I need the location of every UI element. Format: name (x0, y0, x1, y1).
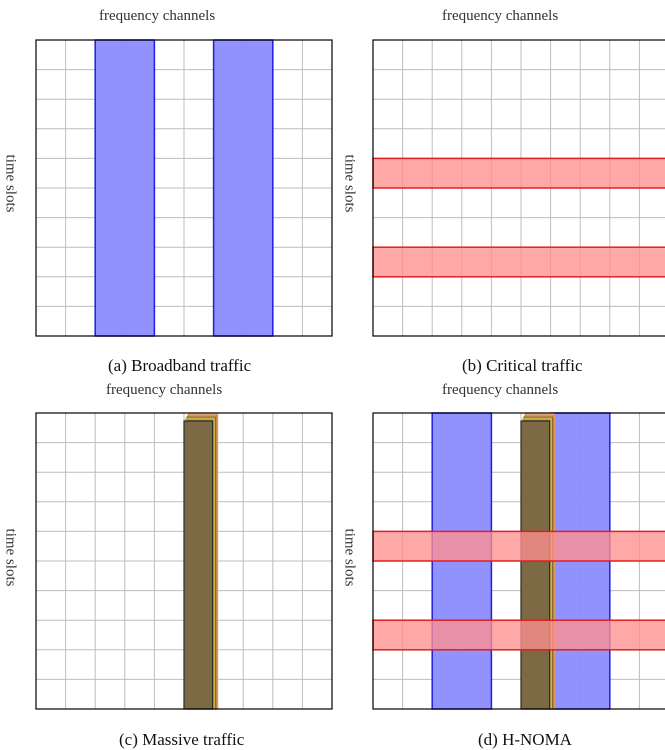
grid-frame (372, 412, 665, 710)
caption-d: (d) H-NOMA (478, 730, 572, 749)
grid-frame (372, 39, 665, 337)
broadband-block (212, 39, 274, 337)
grid-panel-b (372, 39, 665, 337)
critical-block (372, 246, 665, 278)
x-axis-label: frequency channels (99, 8, 216, 24)
massive-block (520, 420, 551, 710)
grid-frame (35, 39, 333, 337)
x-axis-label: frequency channels (442, 8, 559, 24)
broadband-block (94, 39, 156, 337)
y-axis-label: time slots (341, 154, 358, 213)
y-axis-label: time slots (341, 528, 358, 587)
caption-c: (c) Massive traffic (119, 730, 245, 749)
grid-panel-d (372, 412, 665, 710)
critical-block (372, 157, 665, 189)
critical-block (372, 530, 665, 562)
x-axis-label: frequency channels (106, 382, 223, 398)
caption-a: (a) Broadband traffic (108, 356, 252, 375)
grid-panel-a (35, 39, 333, 337)
massive-block (183, 420, 214, 710)
grid-panel-c (35, 412, 333, 710)
x-axis-label: frequency channels (442, 382, 559, 398)
critical-block (372, 619, 665, 651)
y-axis-label: time slots (2, 528, 19, 587)
caption-b: (b) Critical traffic (462, 356, 583, 375)
grid-frame (35, 412, 333, 710)
y-axis-label: time slots (2, 154, 19, 213)
